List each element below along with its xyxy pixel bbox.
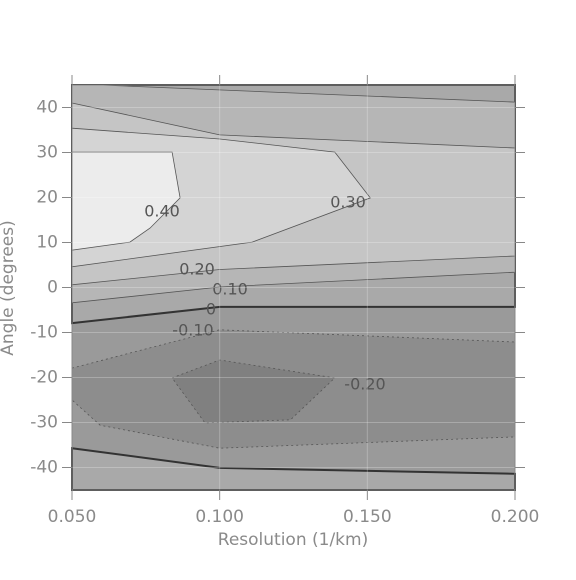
y-tick-label: 40 [36, 98, 58, 118]
x-tick-label: 0.100 [195, 507, 244, 527]
y-tick-label: -40 [30, 458, 58, 478]
contour-label: -0.20 [344, 375, 385, 394]
x-tick-label: 0.150 [343, 507, 392, 527]
contour-label: 0.30 [330, 193, 366, 212]
contour-label: 0.10 [212, 280, 248, 299]
y-tick-label: -20 [30, 368, 58, 388]
contour-label: 0.20 [179, 260, 215, 279]
plot-frame [71, 84, 516, 491]
y-tick-label: 20 [36, 188, 58, 208]
x-axis-label: Resolution (1/km) [218, 530, 368, 550]
y-tick-label: 10 [36, 233, 58, 253]
contour-region [171, 359, 336, 424]
contour-label: -0.10 [172, 321, 213, 340]
y-tick-label: 0 [47, 278, 58, 298]
contour-label: 0 [206, 300, 216, 319]
y-tick-label: -30 [30, 413, 58, 433]
x-tick-label: 0.050 [48, 507, 97, 527]
contour-label: 0.40 [144, 202, 180, 221]
y-tick-label: -10 [30, 323, 58, 343]
y-axis-label: Angle (degrees) [0, 220, 18, 355]
x-tick-label: 0.200 [491, 507, 540, 527]
y-tick-label: 30 [36, 143, 58, 163]
